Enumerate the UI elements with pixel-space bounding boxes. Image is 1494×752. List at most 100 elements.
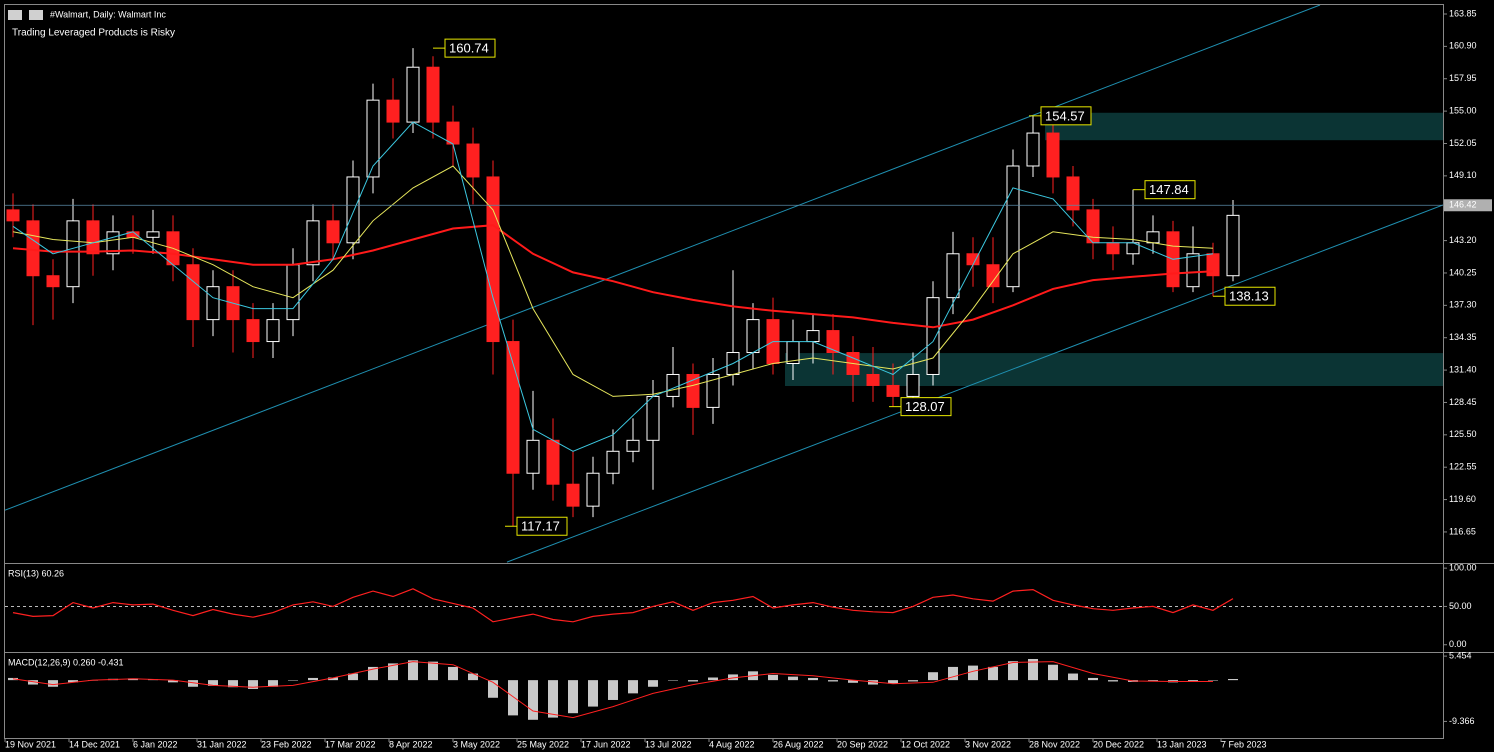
macd-bar — [968, 665, 978, 681]
signal-line — [12, 661, 1213, 719]
macd-bar — [308, 677, 318, 681]
y-tick-label: 152.05 — [1449, 138, 1477, 148]
last-price-box — [1444, 199, 1492, 212]
candle-body — [806, 330, 820, 343]
candle-body — [46, 275, 60, 288]
subtitle: Trading Leveraged Products is Risky — [12, 28, 175, 39]
candle-body — [886, 384, 900, 397]
macd-bar — [768, 674, 778, 681]
macd-bar — [668, 680, 678, 681]
annotation-label: 117.17 — [521, 519, 560, 534]
macd-bar — [608, 680, 618, 700]
candle-body — [426, 66, 440, 123]
candle-body — [866, 373, 880, 386]
x-tick-label: 3 Nov 2022 — [965, 739, 1011, 749]
y-tick-label: 149.10 — [1449, 170, 1477, 180]
candle-body — [626, 439, 640, 452]
candle-body — [946, 253, 960, 299]
annotation-label: 147.84 — [1149, 182, 1189, 197]
x-tick-label: 31 Jan 2022 — [197, 739, 247, 749]
macd-bar — [1088, 677, 1098, 681]
macd-bar — [948, 666, 958, 681]
candle-body — [926, 297, 940, 375]
candle-body — [1226, 214, 1240, 277]
candle-body — [526, 439, 540, 474]
macd-bar — [708, 677, 718, 681]
macd-bar — [368, 666, 378, 681]
trendline — [5, 5, 1321, 511]
y-tick-label: 134.35 — [1449, 332, 1477, 342]
x-tick-label: 8 Apr 2022 — [389, 739, 433, 749]
candle-body — [1186, 253, 1200, 288]
candle-body — [1106, 242, 1120, 255]
x-tick-label: 17 Jun 2022 — [581, 739, 631, 749]
annotation-box — [444, 38, 496, 58]
macd-bar — [688, 680, 698, 682]
y-tick-label: -9.366 — [1449, 716, 1475, 726]
panel-title: MACD(12,26,9) 0.260 -0.431 — [8, 657, 124, 667]
moving-average — [12, 121, 1214, 452]
candle-body — [106, 231, 120, 255]
macd-bar — [848, 680, 858, 683]
macd-bar — [988, 666, 998, 681]
candle-body — [686, 373, 700, 408]
macd-bar — [548, 680, 558, 718]
chart-icon — [29, 10, 43, 20]
macd-bar — [908, 680, 918, 682]
macd-bar — [568, 680, 578, 714]
candle-body — [446, 121, 460, 145]
x-tick-label: 4 Aug 2022 — [709, 739, 755, 749]
macd-bar — [808, 677, 818, 681]
macd-bar — [68, 680, 78, 683]
y-tick-label: 160.90 — [1449, 41, 1477, 51]
macd-bar — [1208, 680, 1218, 681]
annotation-box — [1224, 286, 1276, 306]
annotation-box — [1040, 106, 1092, 126]
panel — [5, 5, 1443, 563]
candle-body — [346, 176, 360, 244]
moving-average — [12, 165, 1214, 397]
macd-bar — [408, 660, 418, 681]
macd-bar — [928, 672, 938, 681]
y-tick-label: 163.85 — [1449, 8, 1477, 18]
candle-body — [586, 472, 600, 507]
y-tick-label: 128.45 — [1449, 397, 1477, 407]
macd-bar — [648, 680, 658, 687]
y-tick-label: 5.454 — [1449, 650, 1472, 660]
macd-bar — [288, 680, 298, 681]
x-tick-label: 23 Feb 2022 — [261, 739, 312, 749]
candle-body — [666, 373, 680, 397]
y-tick-label: 116.65 — [1449, 526, 1476, 536]
candle-body — [66, 220, 80, 288]
candle-body — [186, 264, 200, 321]
candle-body — [906, 373, 920, 397]
x-tick-label: 13 Jul 2022 — [645, 739, 692, 749]
x-tick-label: 14 Dec 2021 — [69, 739, 120, 749]
x-tick-label: 20 Sep 2022 — [837, 739, 888, 749]
macd-bar — [1048, 664, 1058, 681]
candle-body — [1206, 253, 1220, 277]
macd-bar — [888, 680, 898, 684]
macd-bar — [448, 666, 458, 681]
x-tick-label: 13 Jan 2023 — [1157, 739, 1207, 749]
macd-bar — [1148, 680, 1158, 682]
candle-body — [986, 264, 1000, 288]
candle-body — [246, 319, 260, 343]
macd-bar — [1008, 661, 1018, 681]
macd-bar — [1228, 678, 1238, 681]
annotation-box — [1144, 180, 1196, 200]
x-tick-label: 17 Mar 2022 — [325, 739, 376, 749]
annotation-label: 128.07 — [905, 399, 945, 414]
candle-body — [966, 253, 980, 266]
annotation-box — [900, 397, 952, 417]
macd-bar — [348, 673, 358, 681]
candle-body — [606, 450, 620, 474]
macd-bar — [388, 663, 398, 681]
x-tick-label: 19 Nov 2021 — [5, 739, 56, 749]
candle-body — [6, 209, 20, 222]
annotation-label: 160.74 — [449, 41, 489, 56]
macd-bar — [208, 680, 218, 686]
y-tick-label: 0.00 — [1449, 639, 1467, 649]
annotation-box — [516, 516, 568, 536]
y-tick-label: 137.30 — [1449, 300, 1477, 310]
